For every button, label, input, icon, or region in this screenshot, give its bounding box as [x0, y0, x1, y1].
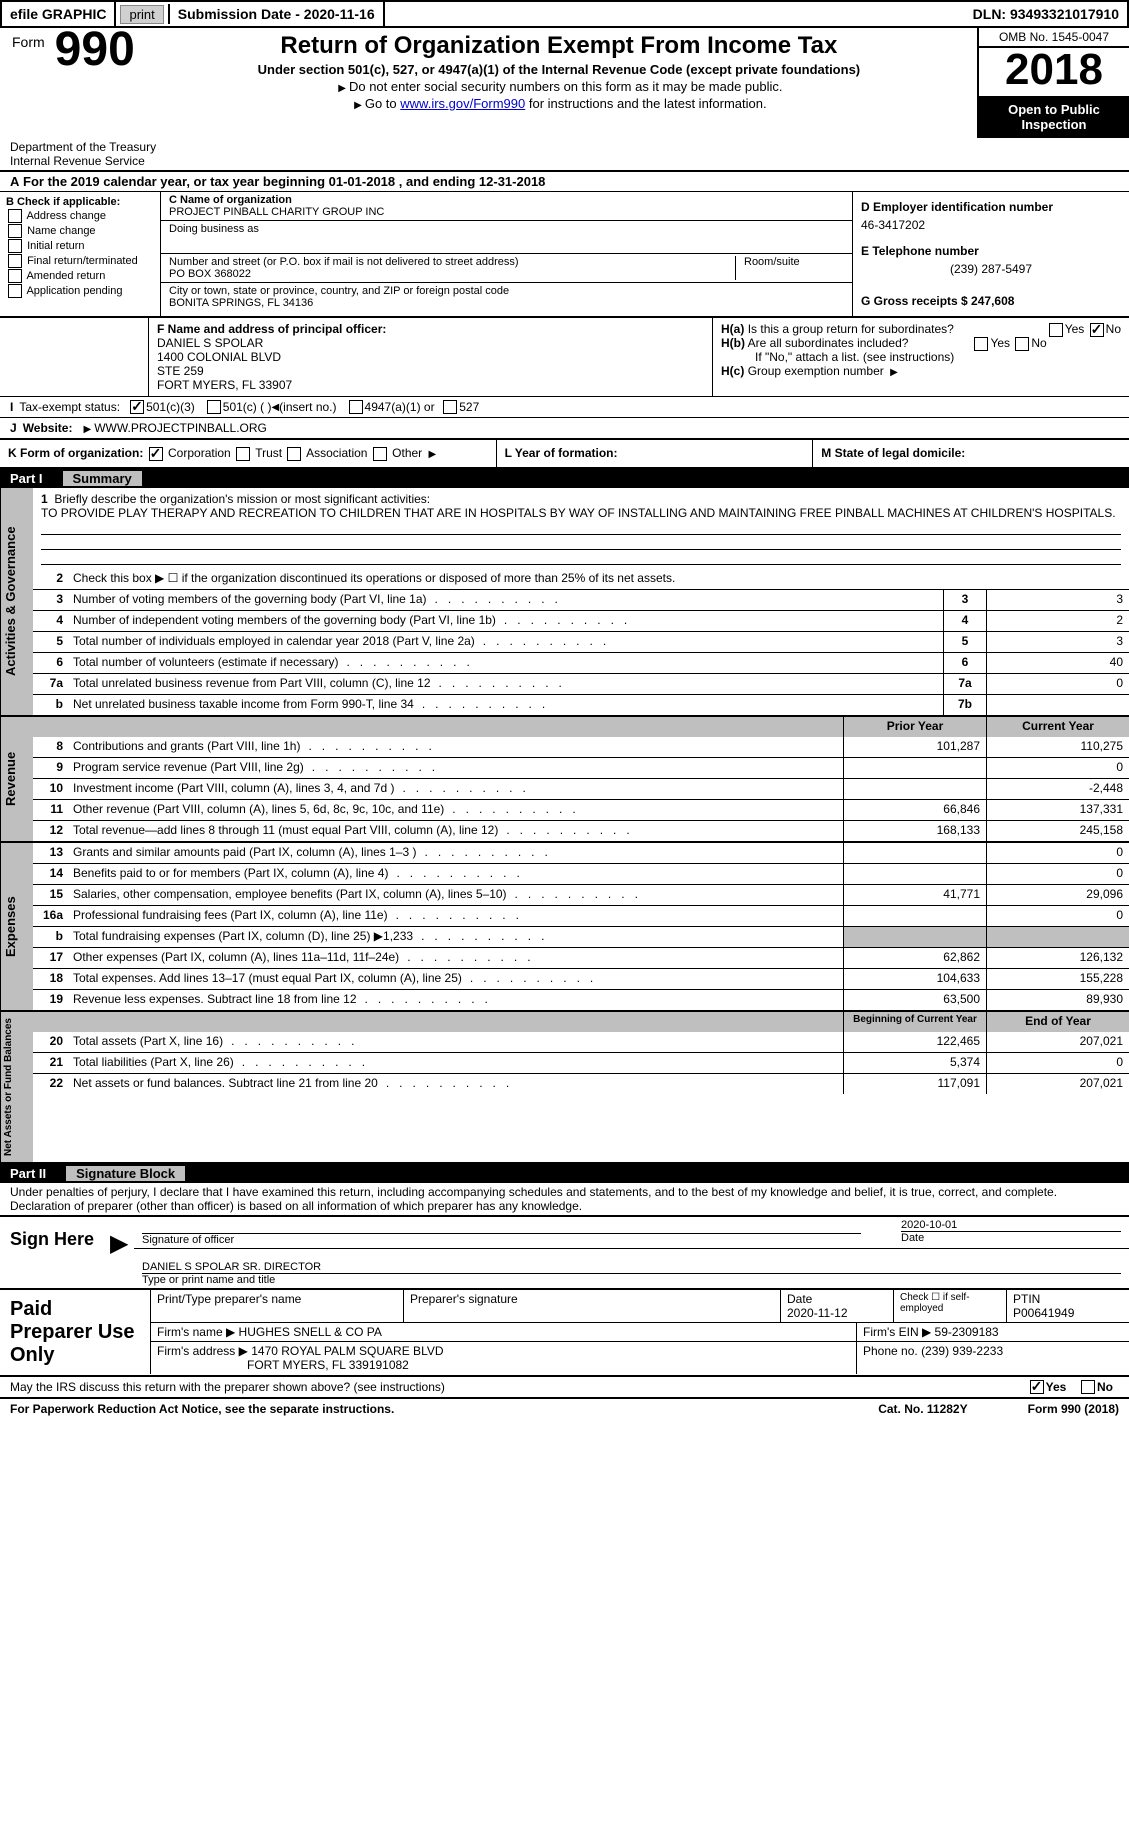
check-name[interactable]	[8, 224, 22, 238]
summary-line: 11Other revenue (Part VIII, column (A), …	[33, 799, 1129, 820]
summary-line: 18Total expenses. Add lines 13–17 (must …	[33, 968, 1129, 989]
year-box: OMB No. 1545-0047 2018 Open to Public In…	[977, 28, 1129, 138]
line-j: JWebsite: WWW.PROJECTPINBALL.ORG	[0, 418, 1129, 440]
line-l: L Year of formation:	[496, 440, 813, 467]
sign-date: 2020-10-01	[901, 1219, 957, 1231]
part-1-header: Part I Summary	[0, 469, 1129, 488]
org-street: PO BOX 368022	[169, 268, 251, 280]
summary-line: 16aProfessional fundraising fees (Part I…	[33, 905, 1129, 926]
expenses-section: Expenses 13Grants and similar amounts pa…	[0, 843, 1129, 1012]
mission: 1 Briefly describe the organization's mi…	[33, 488, 1129, 569]
check-corp[interactable]	[149, 447, 163, 461]
ein: 46-3417202	[861, 218, 1121, 232]
firm-ein: 59-2309183	[935, 1325, 999, 1339]
line-k: K Form of organization: Corporation Trus…	[0, 440, 496, 467]
check-ha-no[interactable]	[1090, 323, 1104, 337]
line-a: A For the 2019 calendar year, or tax yea…	[0, 172, 1129, 192]
summary-line: 9Program service revenue (Part VIII, lin…	[33, 757, 1129, 778]
revenue-section: Revenue Prior Year Current Year 8Contrib…	[0, 717, 1129, 843]
address-block: B Check if applicable: Address change Na…	[0, 192, 1129, 318]
dln: DLN: 93493321017910	[965, 2, 1127, 26]
firm-name: HUGHES SNELL & CO PA	[239, 1325, 382, 1339]
phone: (239) 287-5497	[861, 262, 1121, 276]
irs-link[interactable]: www.irs.gov/Form990	[400, 96, 525, 111]
summary-line: 13Grants and similar amounts paid (Part …	[33, 843, 1129, 863]
check-501c3[interactable]	[130, 400, 144, 414]
summary-line: 17Other expenses (Part IX, column (A), l…	[33, 947, 1129, 968]
check-address[interactable]	[8, 209, 22, 223]
line-i: ITax-exempt status: 501(c)(3) 501(c) ( )…	[0, 397, 1129, 418]
dept-treasury: Department of the Treasury Internal Reve…	[0, 138, 185, 170]
summary-line: 3Number of voting members of the governi…	[33, 589, 1129, 610]
summary-line: 22Net assets or fund balances. Subtract …	[33, 1073, 1129, 1094]
prep-date: 2020-11-12	[787, 1306, 848, 1320]
summary-line: 21Total liabilities (Part X, line 26)5,3…	[33, 1052, 1129, 1073]
summary-line: bTotal fundraising expenses (Part IX, co…	[33, 926, 1129, 947]
column-d: D Employer identification number 46-3417…	[853, 192, 1129, 316]
summary-line: 19Revenue less expenses. Subtract line 1…	[33, 989, 1129, 1010]
page-footer: For Paperwork Reduction Act Notice, see …	[0, 1399, 1129, 1419]
summary-line: 14Benefits paid to or for members (Part …	[33, 863, 1129, 884]
note-privacy: Do not enter social security numbers on …	[349, 79, 783, 94]
section-h: H(a) Is this a group return for subordin…	[713, 318, 1129, 396]
summary-line: bNet unrelated business taxable income f…	[33, 694, 1129, 715]
form-header: Form 990 Return of Organization Exempt F…	[0, 28, 1129, 138]
line-m: M State of legal domicile:	[812, 440, 1129, 467]
summary-line: 7aTotal unrelated business revenue from …	[33, 673, 1129, 694]
website: WWW.PROJECTPINBALL.ORG	[94, 421, 267, 435]
check-initial[interactable]	[8, 239, 22, 253]
sign-block: Sign Here ▶ Signature of officer 2020-10…	[0, 1215, 1129, 1290]
perjury-statement: Under penalties of perjury, I declare th…	[0, 1183, 1129, 1215]
part-2-header: Part II Signature Block	[0, 1164, 1129, 1183]
preparer-block: Paid Preparer Use Only Print/Type prepar…	[0, 1290, 1129, 1377]
summary-line: 5Total number of individuals employed in…	[33, 631, 1129, 652]
org-name: PROJECT PINBALL CHARITY GROUP INC	[169, 206, 384, 218]
org-city: BONITA SPRINGS, FL 34136	[169, 297, 313, 309]
open-inspection: Open to Public Inspection	[979, 98, 1129, 136]
firm-phone: (239) 939-2233	[921, 1344, 1003, 1358]
summary-line: 15Salaries, other compensation, employee…	[33, 884, 1129, 905]
officer-name: DANIEL S SPOLAR SR. DIRECTOR	[142, 1261, 321, 1273]
governance-section: Activities & Governance 1 Briefly descri…	[0, 488, 1129, 717]
submission-date: Submission Date - 2020-11-16	[170, 2, 385, 26]
print-button[interactable]: print	[120, 5, 163, 24]
form-990-page: efile GRAPHIC print Submission Date - 20…	[0, 0, 1129, 1419]
top-toolbar: efile GRAPHIC print Submission Date - 20…	[0, 0, 1129, 28]
discuss-yes[interactable]	[1030, 1380, 1044, 1394]
form-subtitle: Under section 501(c), 527, or 4947(a)(1)…	[151, 62, 967, 77]
form-title: Return of Organization Exempt From Incom…	[151, 32, 967, 60]
summary-line: 8Contributions and grants (Part VIII, li…	[33, 737, 1129, 757]
principal-officer: F Name and address of principal officer:…	[149, 318, 713, 396]
summary-line: 6Total number of volunteers (estimate if…	[33, 652, 1129, 673]
form-number: 990	[49, 28, 141, 71]
gross-receipts: G Gross receipts $ 247,608	[861, 294, 1014, 308]
column-b: B Check if applicable: Address change Na…	[0, 192, 161, 316]
check-amended[interactable]	[8, 269, 22, 283]
check-pending[interactable]	[8, 284, 22, 298]
tax-year: 2018	[979, 48, 1129, 98]
net-assets-section: Net Assets or Fund Balances Beginning of…	[0, 1012, 1129, 1164]
summary-line: 2Check this box ▶ ☐ if the organization …	[33, 569, 1129, 589]
summary-line: 20Total assets (Part X, line 16)122,4652…	[33, 1032, 1129, 1052]
check-final[interactable]	[8, 254, 22, 268]
summary-line: 12Total revenue—add lines 8 through 11 (…	[33, 820, 1129, 841]
column-c: C Name of organization PROJECT PINBALL C…	[161, 192, 853, 316]
form-label: Form	[0, 28, 49, 50]
summary-line: 4Number of independent voting members of…	[33, 610, 1129, 631]
discuss-no[interactable]	[1081, 1380, 1095, 1394]
discuss-line: May the IRS discuss this return with the…	[0, 1377, 1129, 1399]
summary-line: 10Investment income (Part VIII, column (…	[33, 778, 1129, 799]
ptin: P00641949	[1013, 1306, 1074, 1320]
